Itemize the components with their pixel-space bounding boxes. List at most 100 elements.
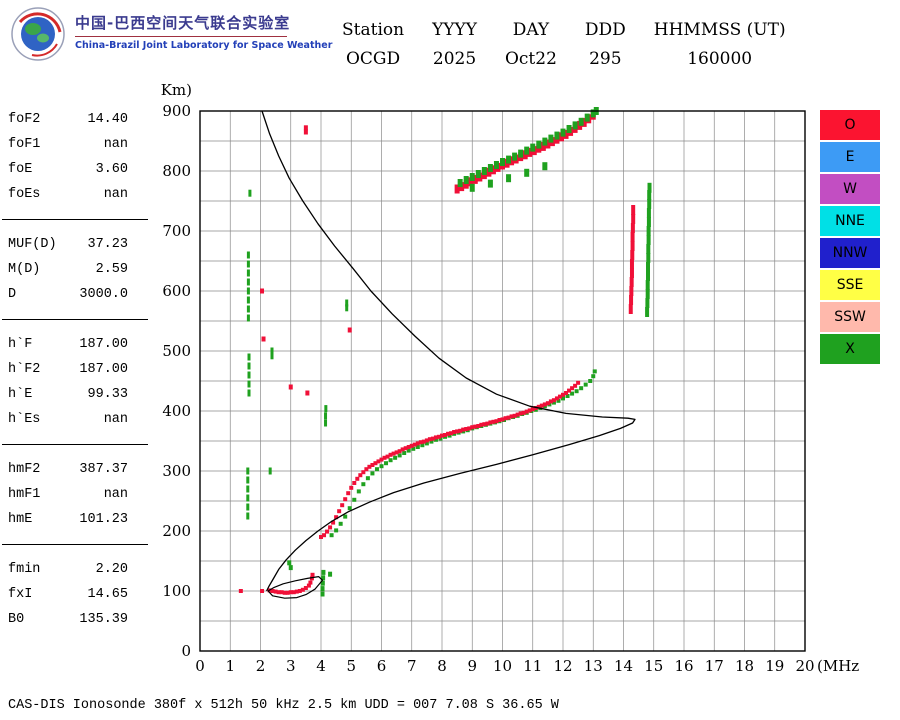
param-row-hF2: h`F2 187.00 bbox=[0, 357, 152, 382]
station-field-value: Oct22 bbox=[504, 49, 557, 69]
param-value: 14.65 bbox=[87, 587, 128, 602]
ionogram-chart-area: 0 1 2 3 4 5 6 7 8 9 10 11 12 13 14 15 16 17 18 19 20 0 100 200 3… bbox=[155, 80, 865, 694]
station-field-value: 160000 bbox=[687, 49, 753, 69]
param-label: h`F2 bbox=[8, 362, 41, 377]
parameter-panel: foF2 14.40 foF1 nan foE 3.60 foEs nan MUF(D) 37.2… bbox=[0, 107, 152, 632]
param-row-fxI: fxI 14.65 bbox=[0, 582, 152, 607]
station-field-label: DDD bbox=[584, 20, 626, 40]
param-row-MUFD: MUF(D) 37.23 bbox=[0, 232, 152, 257]
param-label: MUF(D) bbox=[8, 237, 57, 252]
axis-ticks: 0 1 2 3 4 5 6 7 8 9 10 11 12 13 14 15 16 17 18 19 2001002003… bbox=[162, 102, 814, 675]
footer-status-line: CAS-DIS Ionosonde 380f x 512h 50 kHz 2.5… bbox=[8, 698, 559, 713]
param-value: 135.39 bbox=[79, 612, 128, 627]
svg-text:19: 19 bbox=[765, 657, 784, 675]
y-axis-unit-label: (Km) bbox=[160, 81, 192, 99]
param-row-hF: h`F 187.00 bbox=[0, 332, 152, 357]
param-label: foF1 bbox=[8, 137, 41, 152]
svg-text:9: 9 bbox=[467, 657, 477, 675]
station-header: Station OCGD YYYY 2025 DAY Oct22 DDD 295 HHMMSS … bbox=[342, 20, 786, 69]
param-group-divider bbox=[2, 444, 148, 445]
svg-text:13: 13 bbox=[584, 657, 603, 675]
svg-text:700: 700 bbox=[162, 222, 191, 240]
series-o-mode-f-trace bbox=[319, 380, 581, 539]
svg-text:500: 500 bbox=[162, 342, 191, 360]
param-row-foE: foE 3.60 bbox=[0, 157, 152, 182]
svg-text:6: 6 bbox=[377, 657, 387, 675]
param-row-B0: B0 135.39 bbox=[0, 607, 152, 632]
param-value: 37.23 bbox=[87, 237, 128, 252]
svg-text:7: 7 bbox=[407, 657, 417, 675]
plot-border bbox=[199, 110, 806, 652]
svg-text:14: 14 bbox=[614, 657, 633, 675]
legend-item-O: O bbox=[820, 110, 880, 140]
svg-text:100: 100 bbox=[162, 582, 191, 600]
legend-item-NNE: NNE bbox=[820, 206, 880, 236]
param-label: B0 bbox=[8, 612, 25, 627]
svg-text:400: 400 bbox=[162, 402, 191, 420]
param-value: 14.40 bbox=[87, 112, 128, 127]
station-field-label: DAY bbox=[512, 20, 550, 40]
legend-item-NNW: NNW bbox=[820, 238, 880, 268]
param-row-hmF2: hmF2 387.37 bbox=[0, 457, 152, 482]
series-e-layer-profile-loop bbox=[267, 576, 324, 599]
svg-text:200: 200 bbox=[162, 522, 191, 540]
x-axis-unit-label: (MHz) bbox=[817, 657, 860, 675]
station-field-value: OCGD bbox=[345, 49, 401, 69]
param-label: foF2 bbox=[8, 112, 41, 127]
param-row-foEs: foEs nan bbox=[0, 182, 152, 207]
param-value: nan bbox=[103, 187, 128, 202]
svg-text:12: 12 bbox=[553, 657, 572, 675]
param-row-D: D 3000.0 bbox=[0, 282, 152, 307]
legend-item-SSE: SSE bbox=[820, 270, 880, 300]
param-label: foEs bbox=[8, 187, 41, 202]
param-label: h`E bbox=[8, 387, 33, 402]
station-column-1: YYYY 2025 bbox=[432, 20, 477, 69]
echo-legend: O E W NNE NNW SSE SSW X bbox=[820, 110, 880, 366]
series-o-mode-scatter bbox=[260, 125, 352, 396]
station-field-value: 295 bbox=[589, 49, 622, 69]
svg-text:4: 4 bbox=[316, 657, 326, 675]
series-o-mode-e-layer bbox=[238, 572, 315, 595]
param-row-hmE: hmE 101.23 bbox=[0, 507, 152, 532]
svg-text:2: 2 bbox=[256, 657, 266, 675]
svg-text:10: 10 bbox=[493, 657, 512, 675]
lab-logo-icon bbox=[11, 7, 65, 61]
param-label: h`F bbox=[8, 337, 33, 352]
station-field-label: Station bbox=[342, 20, 405, 40]
station-column-2: DAY Oct22 bbox=[505, 20, 557, 69]
param-row-foF2: foF2 14.40 bbox=[0, 107, 152, 132]
svg-text:300: 300 bbox=[162, 462, 191, 480]
param-group-divider bbox=[2, 319, 148, 320]
param-row-hE: h`E 99.33 bbox=[0, 382, 152, 407]
lab-subtitle-en: China-Brazil Joint Laboratory for Space … bbox=[75, 40, 333, 51]
station-field-label: YYYY bbox=[432, 20, 477, 40]
param-label: foE bbox=[8, 162, 33, 177]
param-row-MD: M(D) 2.59 bbox=[0, 257, 152, 282]
station-column-4: HHMMSS (UT) 160000 bbox=[654, 20, 786, 69]
series-x-mode-asymptote bbox=[645, 182, 652, 317]
param-value: 2.20 bbox=[95, 562, 128, 577]
svg-text:3: 3 bbox=[286, 657, 296, 675]
param-value: nan bbox=[103, 137, 128, 152]
param-label: D bbox=[8, 287, 17, 302]
param-value: 2.59 bbox=[95, 262, 128, 277]
series-o-mode-asymptote bbox=[628, 205, 636, 314]
legend-item-W: W bbox=[820, 174, 880, 204]
param-value: 3.60 bbox=[95, 162, 128, 177]
station-field-label: HHMMSS (UT) bbox=[653, 20, 786, 40]
series-x-mode-e-layer bbox=[287, 560, 333, 597]
svg-text:0: 0 bbox=[195, 657, 205, 675]
svg-text:16: 16 bbox=[674, 657, 693, 675]
param-row-fmin: fmin 2.20 bbox=[0, 557, 152, 582]
legend-item-E: E bbox=[820, 142, 880, 172]
param-group-divider bbox=[2, 544, 148, 545]
station-field-value: 2025 bbox=[432, 49, 477, 69]
param-row-hEs: h`Es nan bbox=[0, 407, 152, 432]
param-label: fxI bbox=[8, 587, 33, 602]
svg-text:11: 11 bbox=[523, 657, 542, 675]
station-column-0: Station OCGD bbox=[342, 20, 404, 69]
svg-text:800: 800 bbox=[162, 162, 191, 180]
param-value: 99.33 bbox=[87, 387, 128, 402]
param-label: hmF2 bbox=[8, 462, 41, 477]
